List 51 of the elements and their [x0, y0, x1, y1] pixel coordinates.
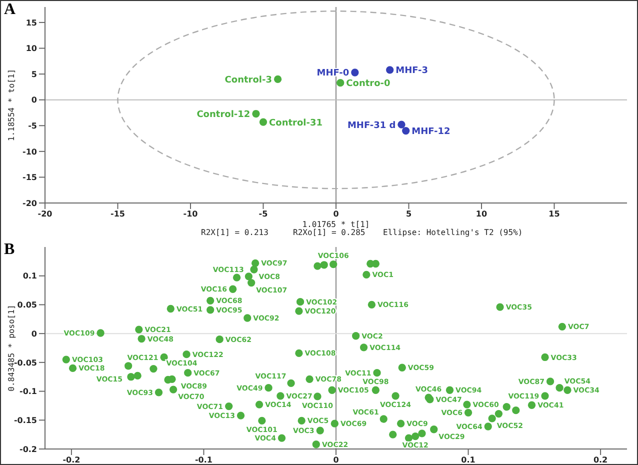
y-tick-label: 0.1	[22, 272, 38, 281]
data-label: MHF-3	[396, 66, 428, 76]
y-tick-label: -10	[22, 147, 38, 156]
x-tick-label: 0	[333, 456, 340, 465]
y-tick-label: -0.1	[20, 387, 38, 396]
x-tick-label: -15	[110, 210, 126, 219]
x-tick-label: 0.1	[461, 456, 476, 465]
y-tick-label: 0	[31, 96, 38, 105]
x-tick-label: -0.1	[194, 456, 213, 465]
x-tick-label: 10	[476, 210, 488, 219]
data-label: MHF-31 d	[347, 120, 396, 131]
y-tick-label: 15	[26, 18, 38, 28]
y-tick-label: 10	[26, 44, 38, 54]
data-label: Control-12	[196, 110, 250, 120]
data-label: Control-3	[224, 75, 272, 86]
text: R2X[1] = 0.213	[201, 228, 268, 237]
x-tick-label: 15	[548, 210, 560, 219]
y-tick-label: -5	[28, 121, 38, 130]
data-label: Control-31	[269, 118, 323, 128]
point	[398, 120, 406, 128]
point	[402, 126, 410, 135]
x-tick-label: 5	[406, 210, 412, 219]
point	[259, 118, 268, 126]
chart-title: B	[4, 241, 15, 259]
x-tick-label: -5	[258, 210, 268, 219]
y-tick-label: 0.05	[17, 300, 38, 310]
y-axis-title: 1.18554 * to[1]	[6, 68, 16, 142]
point	[386, 66, 394, 74]
y-tick-label: 5	[31, 70, 38, 79]
y-tick-label: 0	[31, 329, 38, 338]
y-tick-label: -0.2	[20, 444, 37, 454]
point	[252, 110, 260, 118]
point	[274, 75, 282, 84]
y-tick-label: -0.05	[14, 358, 38, 368]
x-tick-label: -0.2	[62, 456, 80, 465]
chart-title: A	[4, 1, 16, 19]
y-tick-label: -0.15	[14, 416, 38, 425]
y-tick-label: -20	[22, 198, 38, 208]
y-axis-title: 0.843485 * poso[1]	[6, 304, 16, 392]
x-tick-label: -10	[183, 210, 198, 219]
x-axis-title: 1.01765 * t[1]	[302, 220, 370, 229]
point	[351, 68, 359, 76]
point	[336, 79, 344, 87]
x-tick-label: 0.2	[593, 456, 608, 465]
data-label: Contro-0	[346, 79, 390, 90]
data-label: MHF-12	[412, 127, 450, 138]
y-tick-label: -15	[22, 173, 38, 182]
x-tick-label: -20	[38, 210, 53, 219]
text: Ellipse: Hotelling's T2 (95%)	[383, 228, 523, 237]
x-tick-label: 0	[333, 210, 340, 219]
text: R2Xo[1] = 0.285	[293, 228, 366, 237]
